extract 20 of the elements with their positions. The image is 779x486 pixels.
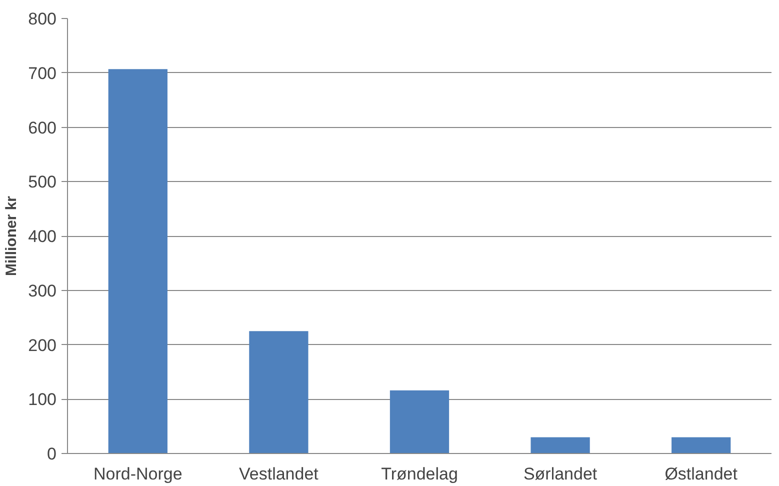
y-tick-label: 400 — [28, 227, 57, 246]
bar — [108, 69, 168, 454]
x-tick-label: Vestlandet — [239, 464, 319, 484]
y-tick-label: 300 — [28, 281, 57, 300]
x-tick-label: Sørlandet — [523, 464, 598, 484]
y-tick-label: 0 — [47, 444, 57, 464]
x-tick-label: Nord-Norge — [93, 464, 182, 484]
bar — [390, 390, 450, 454]
y-tick-label: 600 — [28, 118, 57, 138]
bar — [530, 437, 590, 454]
y-tick-label: 800 — [28, 10, 57, 28]
x-tick-label: Østlandet — [664, 464, 738, 484]
y-tick-label: 200 — [28, 336, 57, 355]
y-tick-label: 700 — [28, 64, 57, 83]
y-axis-title: Millioner kr — [3, 196, 20, 276]
y-tick-label: 500 — [28, 172, 57, 192]
bar — [249, 331, 308, 454]
x-tick-label: Trøndelag — [381, 464, 458, 484]
y-tick-label: 100 — [28, 390, 57, 410]
bar — [672, 437, 731, 454]
